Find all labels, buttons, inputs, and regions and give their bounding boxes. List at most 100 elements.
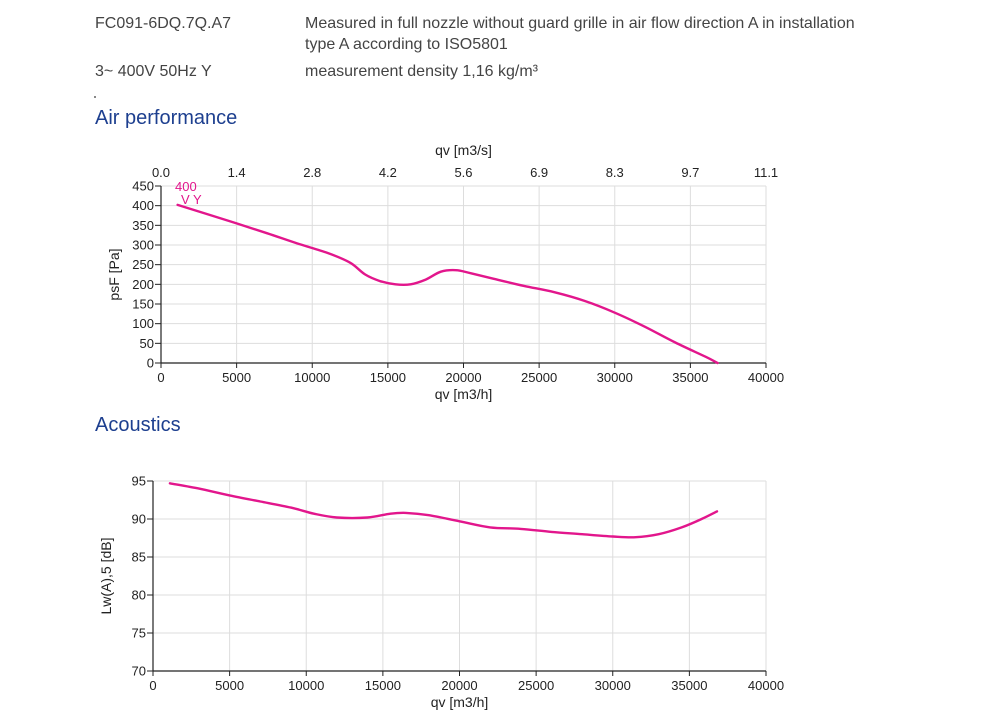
air-performance-title: Air performance [95,107,238,129]
air-series-point [644,326,645,327]
air-series-point [380,281,381,282]
air-series-point [717,362,718,363]
acoustics-series-point [313,513,314,514]
air-x-tick-label: 10000 [294,370,330,385]
measurement-condition-line1: Measured in full nozzle without guard gr… [305,15,855,32]
acoustics-series-point [490,527,491,528]
acoustics-y-tick-label: 90 [132,512,146,527]
air-y-tick-label: 350 [132,218,154,233]
air-x-tick-label: 5000 [222,370,251,385]
air-series-point [349,262,350,263]
acoustics-x-tick-label: 10000 [288,678,324,693]
measurement-density: measurement density 1,16 kg/m³ [305,63,538,80]
air-series-point [584,300,585,301]
acoustics-series-point [681,527,682,528]
acoustics-series-point [582,534,583,535]
acoustics-x-tick-label: 40000 [748,678,784,693]
air-y-tick-label: 400 [132,198,154,213]
air-top-tick-label: 1.4 [228,165,246,180]
air-y-tick-label: 100 [132,316,154,331]
acoustics-y-tick-label: 95 [132,474,146,489]
acoustics-series-point [390,513,391,514]
air-y-tick-label: 250 [132,257,154,272]
air-series-point [327,252,328,253]
air-top-tick-label: 2.8 [303,165,321,180]
air-top-tick-label: 4.2 [379,165,397,180]
acoustics-x-tick-label: 15000 [365,678,401,693]
air-top-tick-label: 8.3 [606,165,624,180]
air-y-tick-label: 150 [132,297,154,312]
air-series-point [410,284,411,285]
air-series-point [705,356,706,357]
acoustics-series-point [169,483,170,484]
air-top-tick-label: 6.9 [530,165,548,180]
acoustics-series-point [701,518,702,519]
air-series-point [266,233,267,234]
air-top-tick-label: 9.7 [681,165,699,180]
air-curve-label-speed: 400 [175,179,197,194]
acoustics-series-point [716,511,717,512]
air-series-line-0 [176,203,719,365]
acoustics-series-line-0 [168,482,719,539]
air-series-point [365,274,366,275]
acoustics-series-point [658,534,659,535]
acoustics-series-point [336,517,337,518]
acoustics-series-point [260,501,261,502]
acoustics-y-tick-label: 85 [132,550,146,565]
acoustics-series-point [612,536,613,537]
air-x-axis-label: qv [m3/h] [435,386,493,402]
air-y-tick-label: 200 [132,277,154,292]
measurement-condition-line2: type A according to ISO5801 [305,36,508,53]
air-series-point [470,273,471,274]
air-series-point [206,213,207,214]
air-series-point [236,223,237,224]
air-series-point [177,204,178,205]
voltage-spec: 3~ 400V 50Hz Y [95,63,212,80]
air-y-tick-label: 50 [140,336,154,351]
air-top-tick-label: 11.1 [754,165,778,180]
acoustics-x-tick-label: 30000 [595,678,631,693]
acoustics-title: Acoustics [95,414,181,436]
air-top-axis-label: qv [m3/s] [435,142,492,158]
air-series-point [440,271,441,272]
acoustics-x-axis-label: qv [m3/h] [431,694,489,710]
acoustics-x-tick-label: 25000 [518,678,554,693]
air-curve-label-connection: V Y [181,192,202,207]
air-series-point [455,270,456,271]
acoustics-y-tick-label: 75 [132,626,146,641]
air-series-point [523,285,524,286]
acoustics-series-point [520,528,521,529]
acoustics-series-point [428,515,429,516]
air-x-tick-label: 40000 [748,370,784,385]
air-x-tick-label: 30000 [597,370,633,385]
air-series-point [425,279,426,280]
acoustics-series-point [229,495,230,496]
acoustics-series-point [367,517,368,518]
air-series-point [614,312,615,313]
air-y-axis-label: psF [Pa] [106,248,122,300]
air-y-tick-label: 300 [132,238,154,253]
acoustics-series-point [290,507,291,508]
acoustics-y-tick-label: 80 [132,588,146,603]
acoustics-series-point [551,531,552,532]
air-top-tick-label: 5.6 [454,165,472,180]
air-top-tick-label: 0.0 [152,165,170,180]
acoustics-series-point [405,512,406,513]
air-series-point [675,342,676,343]
acoustics-y-tick-label: 70 [132,664,146,679]
air-x-tick-label: 15000 [370,370,406,385]
acoustics-series-point [459,521,460,522]
acoustics-series-point [635,537,636,538]
acoustics-series-point [198,488,199,489]
air-x-tick-label: 35000 [672,370,708,385]
air-series-point [493,278,494,279]
acoustics-x-tick-label: 0 [149,678,156,693]
air-y-tick-label: 0 [147,356,154,371]
air-x-tick-label: 25000 [521,370,557,385]
model-number: FC091-6DQ.7Q.A7 [95,15,232,32]
acoustics-y-axis-label: Lw(A),5 [dB] [98,537,114,614]
acoustics-x-tick-label: 5000 [215,678,244,693]
air-y-tick-label: 450 [132,179,154,194]
air-x-tick-label: 0 [157,370,164,385]
